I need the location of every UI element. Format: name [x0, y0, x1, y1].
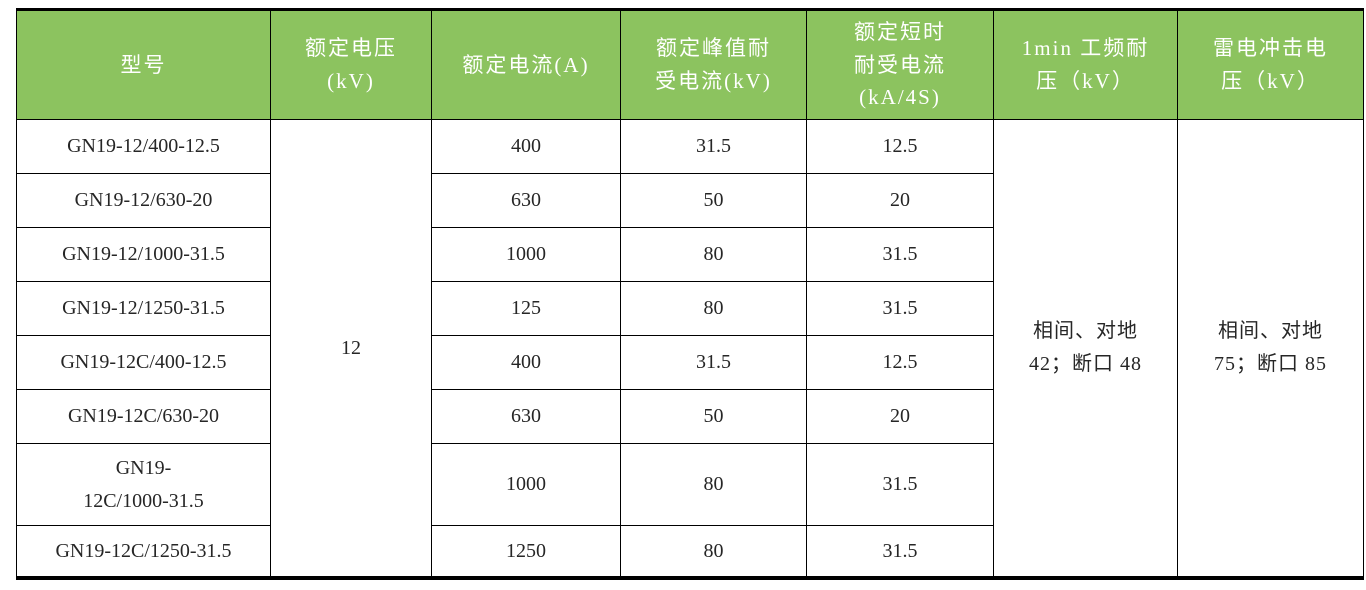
cell-short-time: 31.5 [806, 443, 994, 526]
cell-model: GN19-12C/400-12.5 [16, 335, 271, 390]
cell-peak: 31.5 [620, 335, 807, 390]
header-rated-current: 额定电流(A) [431, 9, 621, 120]
cell-current: 1250 [431, 525, 621, 578]
header-lightning-impulse: 雷电冲击电 压（kV） [1177, 9, 1364, 120]
table-row: GN19-12C/630-20 630 50 20 [16, 389, 1364, 444]
cell-current: 400 [431, 119, 621, 174]
table-row: GN19-12/630-20 630 50 20 [16, 173, 1364, 228]
header-rated-voltage: 额定电压 (kV) [270, 9, 432, 120]
cell-peak: 80 [620, 281, 807, 336]
cell-peak: 80 [620, 525, 807, 578]
cell-model: GN19-12C/630-20 [16, 389, 271, 444]
cell-peak: 80 [620, 443, 807, 526]
cell-short-time: 31.5 [806, 525, 994, 578]
cell-current: 400 [431, 335, 621, 390]
table-row: GN19-12/1000-31.5 1000 80 31.5 [16, 227, 1364, 282]
cell-peak: 31.5 [620, 119, 807, 174]
cell-model: GN19-12C/1250-31.5 [16, 525, 271, 578]
table-row: GN19-12C/400-12.5 400 31.5 12.5 [16, 335, 1364, 390]
cell-peak: 50 [620, 173, 807, 228]
cell-short-time: 12.5 [806, 335, 994, 390]
cell-short-time: 20 [806, 389, 994, 444]
cell-current: 1000 [431, 443, 621, 526]
header-model: 型号 [16, 9, 271, 120]
header-power-freq-withstand: 1min 工频耐 压（kV） [993, 9, 1178, 120]
switch-spec-table: 型号 额定电压 (kV) 额定电流(A) 额定峰值耐 受电流(kV) 额定短时 … [16, 8, 1364, 580]
table-row: GN19-12/400-12.5 12 400 31.5 12.5 相间、对地 … [16, 119, 1364, 578]
cell-current: 630 [431, 173, 621, 228]
cell-peak: 80 [620, 227, 807, 282]
cell-short-time: 31.5 [806, 281, 994, 336]
cell-peak: 50 [620, 389, 807, 444]
cell-short-time: 12.5 [806, 119, 994, 174]
cell-current: 1000 [431, 227, 621, 282]
cell-current: 630 [431, 389, 621, 444]
table-row: GN19-12C/1250-31.5 1250 80 31.5 [16, 525, 1364, 578]
cell-lightning-merged: 相间、对地 75；断口 85 [1177, 119, 1364, 578]
header-row: 型号 额定电压 (kV) 额定电流(A) 额定峰值耐 受电流(kV) 额定短时 … [16, 9, 1364, 120]
header-short-time-withstand: 额定短时 耐受电流 (kA/4S) [806, 9, 994, 120]
cell-model: GN19-12/1250-31.5 [16, 281, 271, 336]
header-peak-withstand: 额定峰值耐 受电流(kV) [620, 9, 807, 120]
table-row: GN19- 12C/1000-31.5 1000 80 31.5 [16, 443, 1364, 526]
cell-short-time: 20 [806, 173, 994, 228]
cell-short-time: 31.5 [806, 227, 994, 282]
cell-model: GN19-12/1000-31.5 [16, 227, 271, 282]
cell-model: GN19-12/630-20 [16, 173, 271, 228]
cell-current: 125 [431, 281, 621, 336]
cell-power-freq-merged: 相间、对地 42；断口 48 [993, 119, 1178, 578]
table-row: GN19-12/1250-31.5 125 80 31.5 [16, 281, 1364, 336]
cell-rated-voltage-merged: 12 [270, 119, 432, 578]
cell-model: GN19-12/400-12.5 [16, 119, 271, 174]
cell-model: GN19- 12C/1000-31.5 [16, 443, 271, 526]
